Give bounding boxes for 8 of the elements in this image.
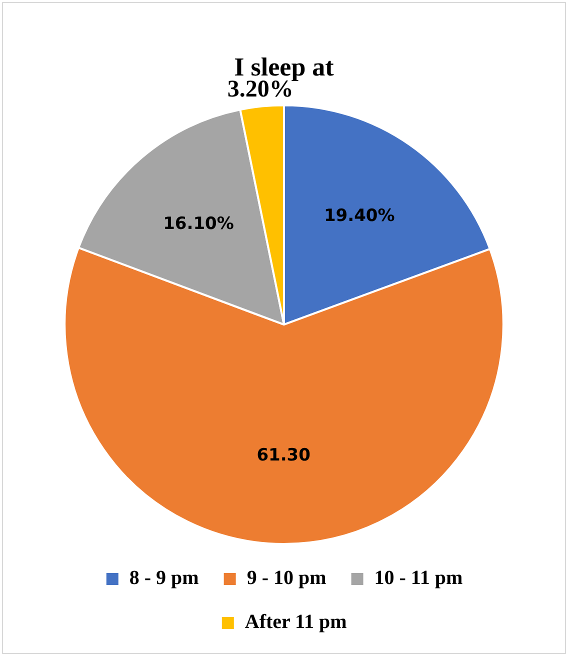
- data-label: 61.30: [256, 446, 311, 466]
- legend-label: 10 - 11 pm: [374, 567, 463, 590]
- chart-title: I sleep at: [234, 52, 334, 82]
- legend-label: 9 - 10 pm: [246, 567, 327, 590]
- legend-label: After 11 pm: [244, 611, 348, 634]
- data-label: 16.10%: [163, 214, 234, 234]
- data-label: 19.40%: [324, 206, 395, 226]
- legend-label: 8 - 9 pm: [129, 567, 200, 590]
